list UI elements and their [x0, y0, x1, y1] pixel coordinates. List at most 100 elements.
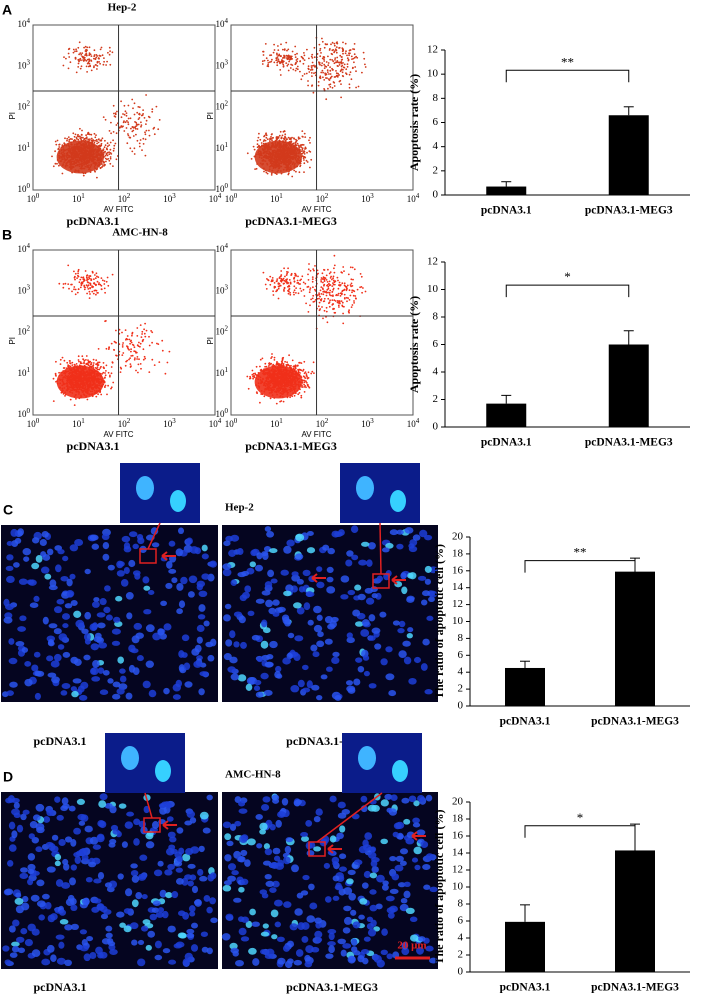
event-dot [119, 371, 122, 373]
event-dot [72, 48, 75, 51]
event-dot [123, 104, 126, 107]
event-dot [277, 49, 280, 51]
event-dot [294, 69, 297, 72]
event-dot [112, 165, 114, 168]
event-dot [85, 49, 88, 51]
event-dot [334, 59, 336, 61]
log-tick-label: 101 [270, 192, 283, 204]
event-dot [311, 75, 313, 77]
event-dot [73, 404, 76, 406]
log-tick-label: 102 [18, 324, 31, 336]
event-dot [66, 361, 69, 364]
event-dot [82, 174, 85, 177]
event-dot [108, 130, 111, 132]
event-dot [271, 58, 273, 61]
event-dot [290, 274, 293, 276]
event-dot [132, 135, 135, 137]
log-tick-label: 103 [361, 192, 374, 204]
event-dot [265, 288, 268, 290]
event-dot [288, 60, 290, 63]
event-dot [55, 360, 57, 363]
event-dot [321, 69, 324, 72]
event-dot [342, 41, 344, 44]
event-dot [265, 136, 268, 139]
event-dot [75, 137, 78, 140]
event-dot [342, 312, 344, 315]
event-dot [293, 137, 295, 140]
event-dot [353, 53, 356, 56]
event-dot [348, 49, 351, 52]
event-dot [303, 159, 305, 161]
event-dot [253, 148, 256, 151]
event-dot [104, 386, 106, 388]
event-dot [331, 299, 334, 301]
event-dot [128, 358, 130, 361]
event-dot [350, 78, 353, 81]
event-dot [326, 281, 329, 283]
log-exponent: 2 [27, 99, 31, 107]
event-dot [77, 272, 79, 275]
event-dot [327, 291, 329, 294]
event-dot [126, 142, 129, 145]
event-dot [292, 68, 295, 71]
event-dot [139, 342, 142, 345]
log-tick-label: 102 [316, 192, 329, 204]
event-dot [136, 327, 139, 329]
event-dot [299, 369, 302, 371]
event-dot [327, 64, 330, 67]
event-dot [134, 357, 136, 359]
event-dot [359, 273, 362, 275]
event-dot [129, 366, 132, 368]
event-dot [80, 362, 83, 365]
event-dot [282, 363, 285, 365]
event-dot [257, 136, 260, 139]
log-exponent: 4 [27, 242, 31, 250]
event-dot [307, 68, 310, 71]
event-dot [133, 113, 136, 116]
event-dot [282, 65, 285, 67]
event-dot [270, 362, 273, 365]
event-dot [294, 274, 297, 277]
event-dot [136, 139, 139, 142]
event-dot [280, 275, 282, 278]
log-exponent: 2 [225, 99, 229, 107]
event-dot [330, 52, 333, 55]
event-dot [56, 162, 58, 165]
event-dot [284, 135, 286, 138]
y-tick-label: 10 [427, 68, 439, 80]
event-dot [120, 116, 123, 119]
event-dot [295, 62, 297, 65]
event-dot [311, 84, 314, 87]
event-dot [318, 293, 321, 296]
event-dot [343, 63, 346, 66]
log-exponent: 3 [27, 58, 31, 66]
event-dot [302, 288, 305, 291]
event-dot [313, 269, 315, 272]
event-dot [276, 61, 279, 64]
event-dot [113, 112, 115, 115]
event-dot [253, 376, 256, 378]
event-dot [103, 163, 106, 166]
event-dot [282, 56, 285, 59]
event-dot [320, 64, 323, 67]
event-dot [103, 60, 105, 63]
event-dot [100, 393, 103, 396]
event-dot [335, 61, 338, 64]
event-dot [101, 137, 104, 140]
event-dot [62, 286, 65, 289]
event-dot [323, 60, 326, 62]
event-dot [268, 362, 271, 364]
event-dot [276, 289, 278, 292]
event-dot [98, 361, 101, 364]
event-dot [342, 62, 344, 64]
event-dot [93, 54, 96, 56]
event-dot [349, 294, 352, 297]
event-dot [136, 111, 139, 114]
event-dot [111, 273, 114, 276]
log-exponent: 1 [27, 140, 31, 148]
event-dot [103, 146, 106, 149]
event-dot [74, 288, 77, 291]
event-dot [290, 140, 292, 143]
event-dot [107, 284, 110, 287]
log-tick-label: 104 [216, 242, 229, 254]
